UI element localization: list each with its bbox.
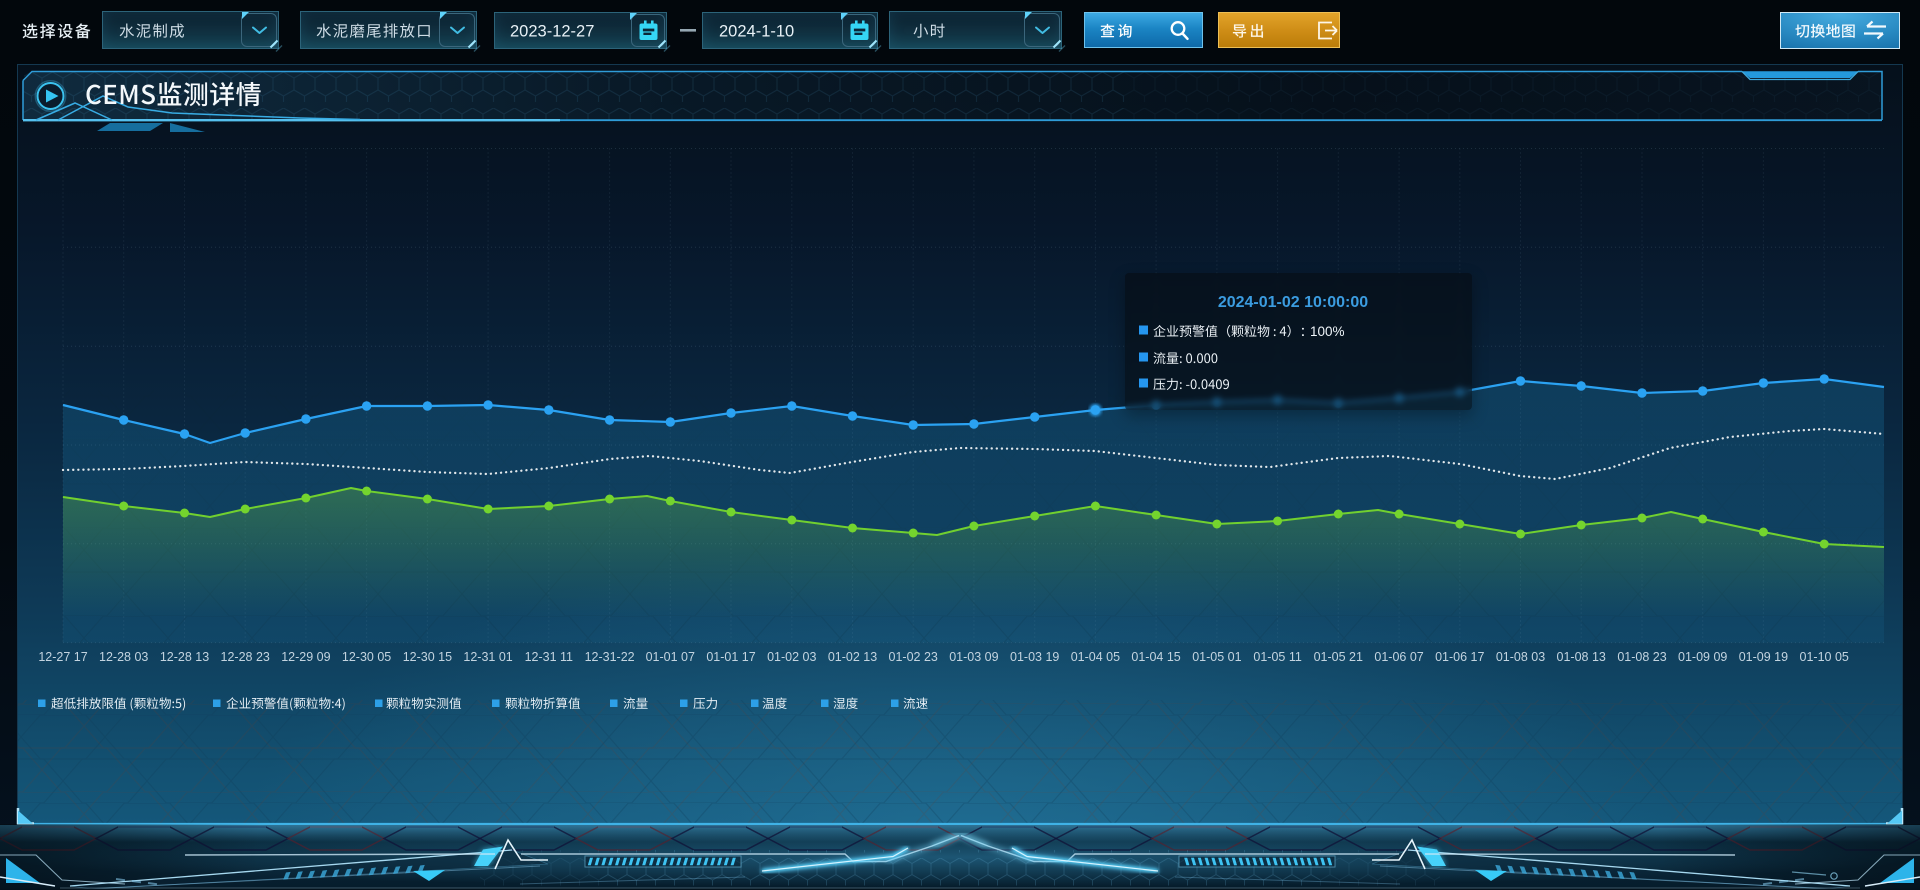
- svg-text:12-27 17: 12-27 17: [38, 650, 87, 664]
- svg-text:01-05 21: 01-05 21: [1314, 650, 1363, 664]
- svg-text:01-02 13: 01-02 13: [828, 650, 877, 664]
- svg-text:01-09 09: 01-09 09: [1678, 650, 1727, 664]
- svg-text:01-09 19: 01-09 19: [1739, 650, 1788, 664]
- svg-text:01-03 19: 01-03 19: [1010, 650, 1059, 664]
- svg-text:12-28 03: 12-28 03: [99, 650, 148, 664]
- svg-text:01-06 17: 01-06 17: [1435, 650, 1484, 664]
- svg-text:12-31-22: 12-31-22: [585, 650, 635, 664]
- svg-text:01-08 13: 01-08 13: [1557, 650, 1606, 664]
- svg-text:12-31 11: 12-31 11: [525, 650, 573, 664]
- svg-text:12-30 15: 12-30 15: [403, 650, 452, 664]
- svg-text:100%: 100%: [1310, 324, 1345, 339]
- svg-text:01-03 09: 01-03 09: [949, 650, 998, 664]
- svg-text:01-08 23: 01-08 23: [1617, 650, 1666, 664]
- svg-text:01-01 07: 01-01 07: [646, 650, 695, 664]
- svg-text:12-30 05: 12-30 05: [342, 650, 391, 664]
- svg-text:2024-01-02 10:00:00: 2024-01-02 10:00:00: [1218, 294, 1368, 311]
- svg-text:12-29 09: 12-29 09: [281, 650, 330, 664]
- svg-text:01-02 23: 01-02 23: [889, 650, 938, 664]
- svg-text:01-02 03: 01-02 03: [767, 650, 816, 664]
- svg-text:01-04 15: 01-04 15: [1131, 650, 1180, 664]
- svg-text:2024-1-10: 2024-1-10: [719, 23, 794, 41]
- svg-text:12-28 13: 12-28 13: [160, 650, 209, 664]
- svg-text:2023-12-27: 2023-12-27: [510, 23, 594, 41]
- svg-text:01-05 11: 01-05 11: [1253, 650, 1301, 664]
- svg-text:01-01 17: 01-01 17: [706, 650, 755, 664]
- svg-text:01-04 05: 01-04 05: [1071, 650, 1120, 664]
- svg-text:12-31 01: 12-31 01: [463, 650, 512, 664]
- svg-text:01-06 07: 01-06 07: [1374, 650, 1423, 664]
- svg-text:01-05 01: 01-05 01: [1192, 650, 1241, 664]
- svg-text:01-10 05: 01-10 05: [1800, 650, 1849, 664]
- svg-text:01-08 03: 01-08 03: [1496, 650, 1545, 664]
- svg-text:12-28 23: 12-28 23: [221, 650, 270, 664]
